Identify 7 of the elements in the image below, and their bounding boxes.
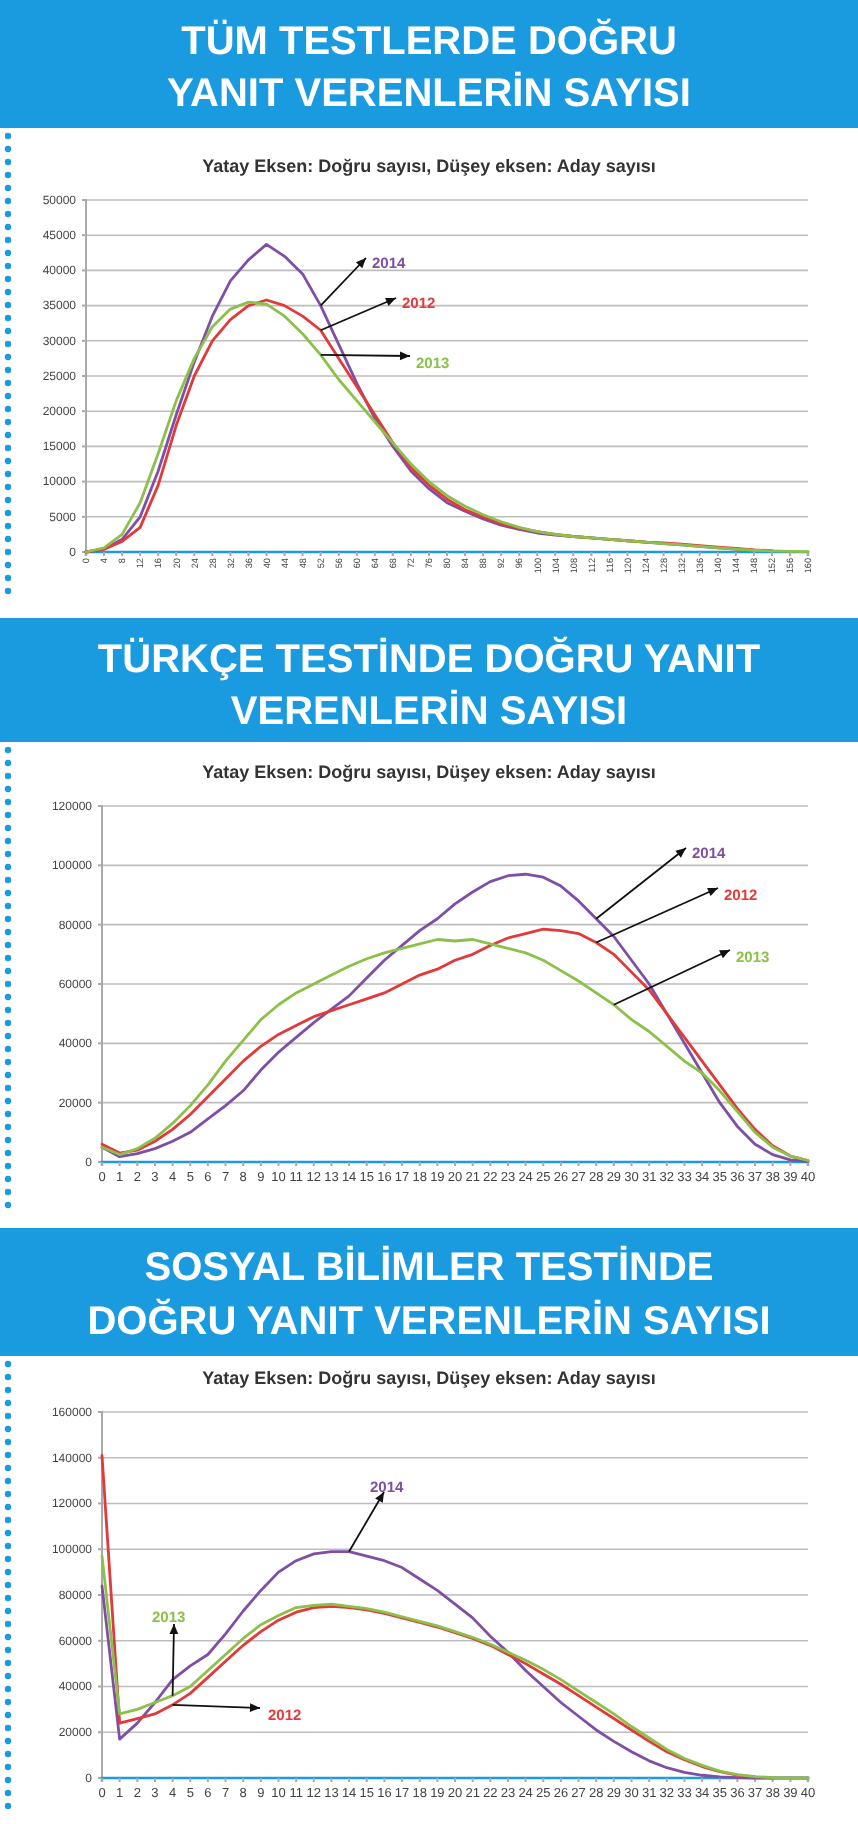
line-series — [100, 872, 810, 1163]
chart-title: TÜRKÇE TESTİNDE DOĞRU YANIT VERENLERİN SAYISI — [97, 636, 761, 734]
chart-subtitle: Yatay Eksen: Doğru sayısı, Düşey eksen: Aday sayısı — [202, 156, 656, 176]
chart-title: SOSYAL BİLİMLER TESTİNDE DOĞRU YANIT VERENLERİN SAYISI — [87, 1244, 771, 1344]
chart-subtitle: Yatay Eksen: Doğru sayısı, Düşey eksen: Aday sayısı — [202, 762, 656, 782]
chart-title: TÜM TESTLERDE DOĞRU YANIT VERENLERİN SAYISI — [167, 18, 691, 116]
chart-subtitle: Yatay Eksen: Doğru sayısı, Düşey eksen: Aday sayısı — [202, 1368, 656, 1388]
